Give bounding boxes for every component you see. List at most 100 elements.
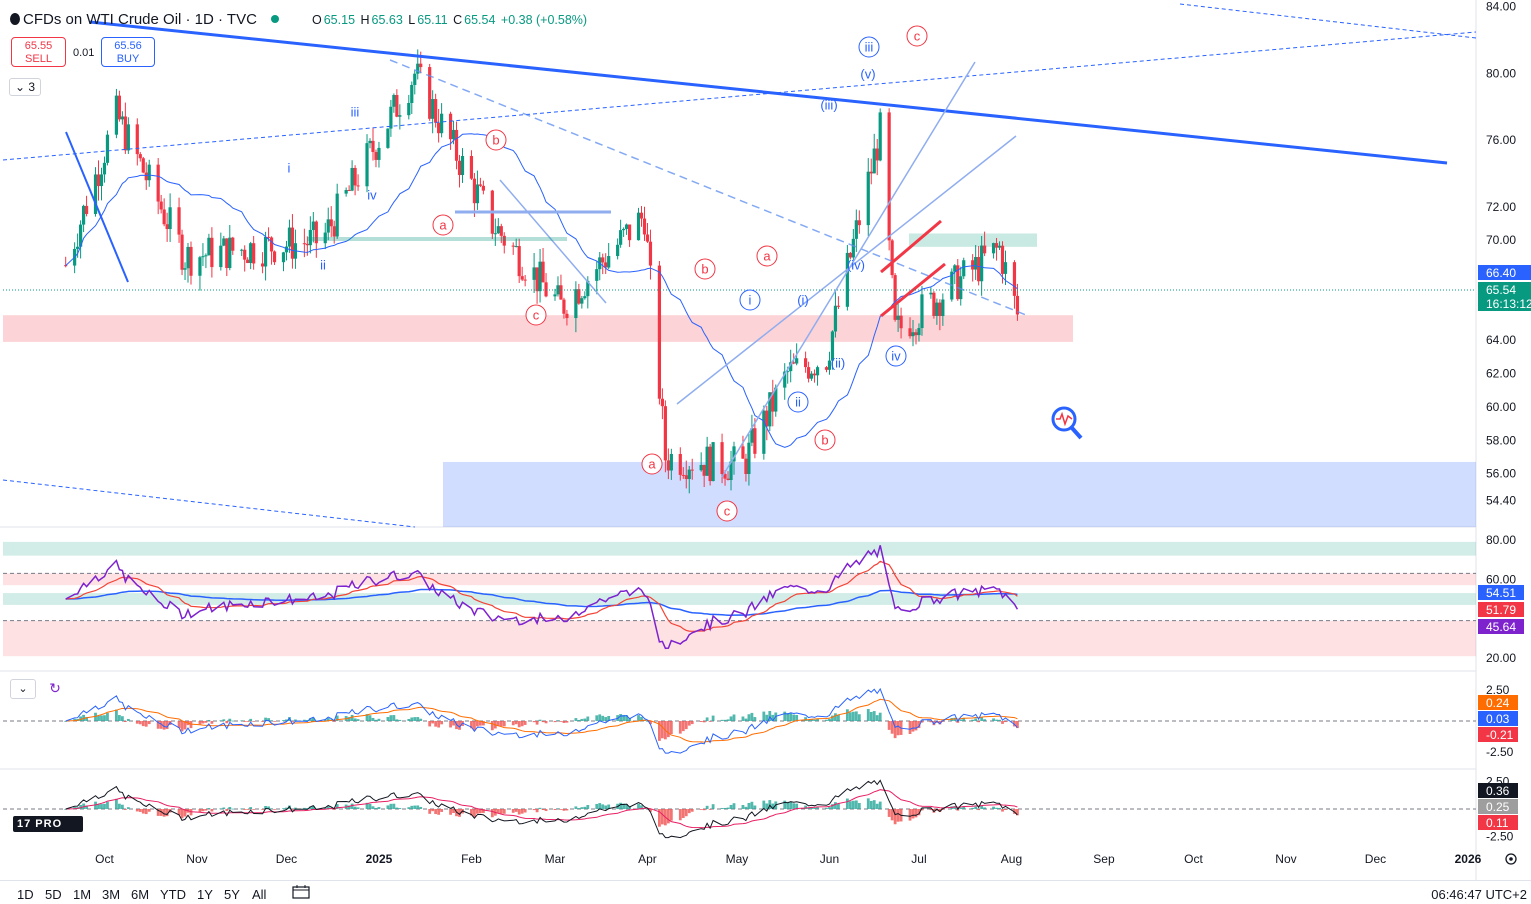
candle-body	[201, 256, 205, 258]
symbol-title[interactable]: CFDs on WTI Crude Oil · 1D · TVC	[10, 11, 289, 28]
macd-histogram-bar	[601, 804, 605, 809]
low-value: 65.11	[417, 13, 448, 27]
time-tick-label: Dec	[276, 852, 297, 866]
candle-body	[535, 267, 539, 292]
buy-button[interactable]: 65.56 BUY	[101, 37, 155, 67]
macd-histogram-bar	[386, 805, 390, 809]
macd-histogram-bar	[565, 809, 569, 811]
macd-histogram-bar	[535, 809, 539, 813]
macd-histogram-bar	[831, 715, 834, 721]
time-tick-label: Aug	[1001, 852, 1022, 866]
candle-body	[272, 251, 277, 263]
macd-histogram-bar	[270, 720, 273, 722]
macd-histogram-bar	[481, 809, 485, 813]
collapse-pane-button[interactable]: ⌄	[10, 679, 36, 699]
spread-value: 0.01	[73, 47, 95, 59]
rsi-badge	[1478, 602, 1524, 617]
candle-body	[416, 63, 420, 74]
candle-body	[806, 367, 811, 379]
wave-circle	[716, 500, 738, 522]
macd-histogram-bar	[452, 721, 455, 726]
macd-histogram-bar	[598, 714, 602, 721]
correction-line	[499, 179, 607, 304]
macd-badge	[1478, 815, 1518, 830]
macd-histogram-bar	[210, 809, 214, 812]
indicator-layers-toggle[interactable]: ⌄ 3	[9, 78, 41, 96]
flag-lower	[880, 262, 946, 318]
candle-body	[708, 446, 712, 482]
macd-histogram-bar	[85, 805, 88, 809]
macd-histogram-bar	[117, 803, 121, 809]
candle-body	[79, 224, 83, 247]
candle-body	[720, 442, 724, 474]
candle-body	[335, 193, 339, 237]
range-5d[interactable]: 5D	[45, 887, 62, 902]
time-tick-label: May	[726, 852, 749, 866]
macd-histogram-bar	[389, 715, 393, 721]
candle-body	[395, 95, 399, 117]
candle-body	[451, 129, 456, 140]
clock: 06:46:47 UTC+2	[1431, 887, 1527, 902]
range-1y[interactable]: 1Y	[197, 887, 213, 902]
range-ytd[interactable]: YTD	[160, 887, 186, 902]
macd-histogram-bar	[389, 803, 393, 809]
macd-histogram-bar	[577, 719, 581, 721]
macd-histogram-bar	[302, 719, 306, 721]
range-all[interactable]: All	[252, 887, 267, 902]
range-3m[interactable]: 3M	[102, 887, 121, 902]
candle-body	[887, 112, 891, 241]
candle-body	[899, 315, 903, 329]
macd-histogram-bar	[577, 808, 581, 809]
macd-histogram-bar	[73, 718, 77, 721]
macd-histogram-bar	[658, 721, 661, 741]
refresh-pane-button[interactable]: ↻	[42, 679, 68, 699]
range-6m[interactable]: 6M	[131, 887, 150, 902]
macd-histogram-bar	[807, 719, 810, 721]
candle-body	[684, 475, 688, 480]
macd-histogram-bar	[302, 807, 306, 809]
candle-body	[407, 102, 411, 116]
macd-histogram-bar	[896, 809, 900, 822]
macd-histogram-bar	[434, 721, 438, 727]
candle-body	[971, 260, 975, 270]
price-tick-label: 62.00	[1486, 367, 1516, 381]
wave-circle	[756, 245, 778, 267]
macd-histogram-bar	[243, 721, 247, 722]
candle-body	[938, 302, 942, 317]
range-1d[interactable]: 1D	[17, 887, 34, 902]
calendar-icon[interactable]	[292, 885, 310, 899]
macd-histogram-bar	[741, 716, 745, 721]
macd-histogram-bar	[562, 721, 566, 723]
range-5y[interactable]: 5Y	[224, 887, 240, 902]
sell-button[interactable]: 65.55 SELL	[11, 37, 66, 67]
macd-histogram-bar	[410, 805, 414, 809]
macd-histogram-bar	[544, 721, 548, 724]
time-tick-label: Jun	[820, 852, 839, 866]
macd-histogram-bar	[64, 809, 68, 810]
macd-histogram-bar	[434, 809, 438, 815]
macd-histogram-bar	[744, 806, 748, 809]
range-1m[interactable]: 1M	[73, 887, 92, 902]
macd-histogram-bar	[896, 721, 900, 736]
macd-histogram-bar	[115, 798, 118, 809]
macd-histogram-bar	[646, 720, 649, 722]
candle-body	[266, 236, 271, 238]
macd-histogram-bar	[514, 809, 518, 812]
candle-body	[586, 280, 590, 297]
wave-label: a	[439, 218, 447, 233]
macd-histogram-bar	[371, 806, 375, 809]
macd-histogram-bar	[365, 802, 369, 809]
candle-body	[678, 453, 682, 475]
candle-body	[398, 115, 402, 117]
candle-body	[448, 113, 453, 140]
macd2-pane: 2.50-2.500.360.250.11	[3, 775, 1518, 844]
macd-histogram-bar	[848, 801, 852, 809]
macd-histogram-bar	[834, 713, 837, 721]
macd-histogram-bar	[249, 807, 253, 809]
candle-body	[792, 362, 796, 364]
macd-histogram-bar	[607, 804, 611, 809]
candle-body	[642, 218, 647, 235]
macd-histogram-bar	[413, 717, 417, 721]
macd-histogram-bar	[180, 721, 184, 732]
